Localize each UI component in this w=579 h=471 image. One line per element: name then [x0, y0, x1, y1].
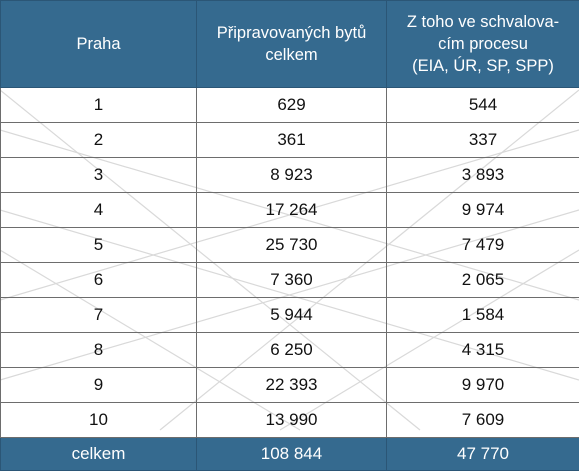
cell-district: 1 — [0, 87, 197, 123]
cell-district: 3 — [0, 157, 197, 193]
cell-approval: 544 — [386, 87, 579, 123]
cell-total: 22 393 — [196, 367, 387, 403]
header-total-line-1: Připravovaných bytů — [216, 24, 367, 42]
cell-approval: 337 — [386, 122, 579, 158]
totals-approval: 47 770 — [386, 437, 579, 471]
table-row: 6 7 360 2 065 — [0, 262, 579, 298]
table-row: 5 25 730 7 479 — [0, 227, 579, 263]
cell-approval: 4 315 — [386, 332, 579, 368]
header-approval-line-1: Z toho ve schvalova- — [406, 13, 560, 31]
cell-approval: 7 609 — [386, 402, 579, 438]
totals-total: 108 844 — [196, 437, 387, 471]
header-district: Praha — [0, 0, 197, 88]
cell-district: 4 — [0, 192, 197, 228]
totals-label: celkem — [0, 437, 197, 471]
cell-total: 8 923 — [196, 157, 387, 193]
cell-total: 361 — [196, 122, 387, 158]
cell-total: 13 990 — [196, 402, 387, 438]
header-row: Praha Připravovaných bytů celkem Z toho … — [0, 0, 579, 88]
header-district-line: Praha — [76, 35, 121, 53]
cell-total: 629 — [196, 87, 387, 123]
header-approval: Z toho ve schvalova- cím procesu (EIA, Ú… — [386, 0, 579, 88]
table-row: 4 17 264 9 974 — [0, 192, 579, 228]
table-row: 2 361 337 — [0, 122, 579, 158]
table-row: 1 629 544 — [0, 87, 579, 123]
table-row: 9 22 393 9 970 — [0, 367, 579, 403]
cell-district: 9 — [0, 367, 197, 403]
cell-total: 7 360 — [196, 262, 387, 298]
cell-approval: 2 065 — [386, 262, 579, 298]
cell-district: 8 — [0, 332, 197, 368]
cell-district: 10 — [0, 402, 197, 438]
totals-row: celkem 108 844 47 770 — [0, 437, 579, 471]
cell-district: 5 — [0, 227, 197, 263]
table-row: 3 8 923 3 893 — [0, 157, 579, 193]
header-approval-line-2: cím procesu — [438, 35, 528, 53]
cell-total: 25 730 — [196, 227, 387, 263]
cell-district: 2 — [0, 122, 197, 158]
header-approval-line-3: (EIA, ÚR, SP, SPP) — [412, 57, 554, 75]
table-row: 7 5 944 1 584 — [0, 297, 579, 333]
cell-approval: 3 893 — [386, 157, 579, 193]
header-total-line-2: celkem — [265, 46, 318, 64]
cell-district: 7 — [0, 297, 197, 333]
header-total: Připravovaných bytů celkem — [196, 0, 387, 88]
cell-approval: 1 584 — [386, 297, 579, 333]
cell-total: 5 944 — [196, 297, 387, 333]
cell-district: 6 — [0, 262, 197, 298]
cell-total: 6 250 — [196, 332, 387, 368]
cell-approval: 9 970 — [386, 367, 579, 403]
table-row: 10 13 990 7 609 — [0, 402, 579, 438]
cell-total: 17 264 — [196, 192, 387, 228]
table-row: 8 6 250 4 315 — [0, 332, 579, 368]
cell-approval: 9 974 — [386, 192, 579, 228]
cell-approval: 7 479 — [386, 227, 579, 263]
